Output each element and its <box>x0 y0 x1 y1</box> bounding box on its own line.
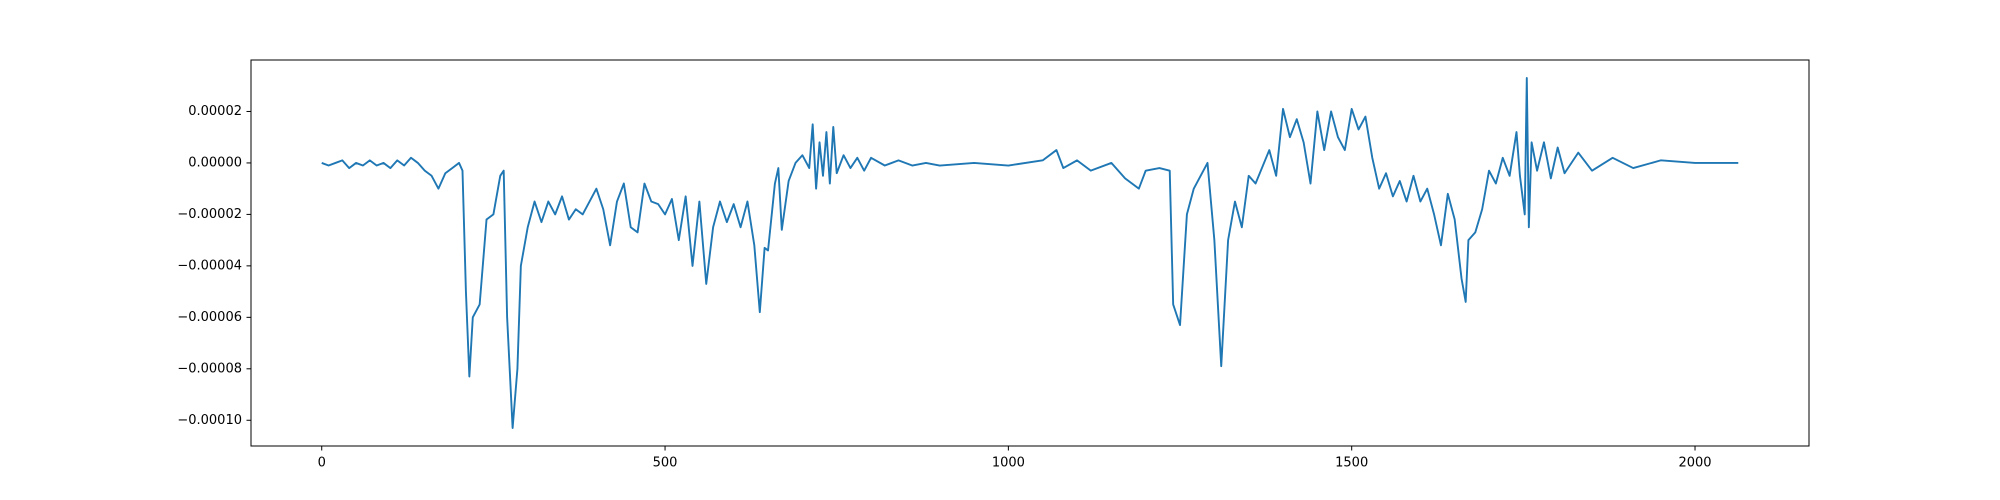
y-tick-label: −0.00010 <box>177 413 242 428</box>
y-tick-label: 0.00002 <box>188 104 242 119</box>
data-line <box>321 77 1739 429</box>
x-tick-label: 0 <box>318 456 326 471</box>
y-tick-label: −0.00004 <box>177 258 242 273</box>
y-tick-label: −0.00002 <box>177 207 242 222</box>
y-tick-label: −0.00008 <box>177 361 242 376</box>
x-tick-label: 1500 <box>1335 456 1368 471</box>
x-tick-label: 2000 <box>1678 456 1711 471</box>
y-tick-label: 0.00000 <box>188 155 242 170</box>
plot-frame <box>250 59 1810 447</box>
x-tick-label: 1000 <box>992 456 1025 471</box>
y-tick-label: −0.00006 <box>177 310 242 325</box>
x-tick-label: 500 <box>653 456 678 471</box>
